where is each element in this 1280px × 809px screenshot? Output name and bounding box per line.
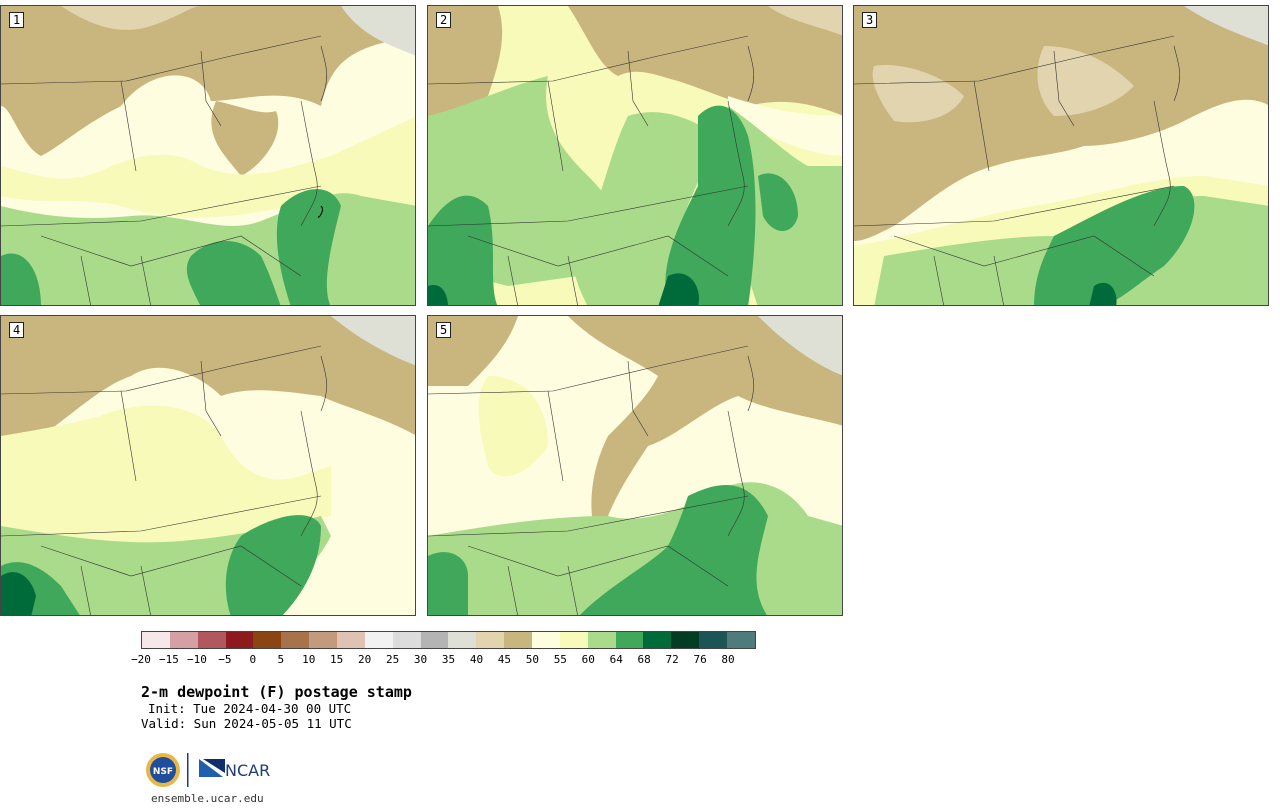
dewpoint-map-3	[854, 6, 1268, 305]
colorbar-tick-label: −15	[159, 653, 179, 666]
nsf-text: NSF	[153, 767, 173, 777]
panel-label: 1	[9, 12, 25, 28]
colorbar-tick-label: 5	[277, 653, 285, 666]
dewpoint-map-2	[428, 6, 842, 305]
colorbar-tick-label: 10	[302, 653, 316, 666]
nsf-ncar-logo: NSF NCAR	[146, 753, 270, 787]
colorbar-swatch	[727, 632, 755, 648]
colorbar	[141, 631, 756, 649]
colorbar-tick-label: 64	[609, 653, 623, 666]
site-url: ensemble.ucar.edu	[151, 792, 264, 805]
colorbar-tick-label: 60	[581, 653, 595, 666]
dewpoint-map-5	[428, 316, 842, 615]
colorbar-tick-label: 45	[497, 653, 512, 666]
colorbar-swatch	[448, 632, 477, 648]
colorbar-tick-label: 40	[469, 653, 484, 666]
ncar-text: NCAR	[225, 761, 270, 780]
colorbar-swatch	[337, 632, 365, 648]
dewpoint-map-1	[1, 6, 415, 305]
colorbar-tick-label: 55	[553, 653, 567, 666]
colorbar-swatch	[671, 632, 700, 648]
colorbar-ticks: −20 −15 −10 −5 0 5 10 15 20 25 30 35 40 45 50 55 60 64 68 7…	[131, 653, 756, 667]
colorbar-swatch	[364, 632, 393, 648]
colorbar-swatch	[225, 632, 254, 648]
colorbar-swatch	[197, 632, 226, 648]
panel-label: 2	[436, 12, 452, 28]
member-panel-2: 2	[427, 5, 843, 306]
colorbar-swatch	[142, 632, 170, 648]
member-panel-4: 4	[0, 315, 416, 616]
colorbar-swatch	[309, 632, 338, 648]
colorbar-tick-label: 15	[330, 653, 344, 666]
colorbar-tick-label: −5	[218, 653, 232, 666]
colorbar-tick-label: 35	[441, 653, 456, 666]
ncar-mark-icon	[199, 759, 223, 777]
panel-label: 4	[9, 322, 25, 338]
panel-label: 5	[436, 322, 452, 338]
colorbar-tick-label: 30	[413, 653, 428, 666]
colorbar-swatch	[281, 632, 310, 648]
colorbar-swatch	[532, 632, 560, 648]
colorbar-tick-label: 68	[637, 653, 651, 666]
colorbar-tick-label: 72	[665, 653, 679, 666]
colorbar-tick-label: 76	[693, 653, 707, 666]
colorbar-swatch	[253, 632, 282, 648]
colorbar-swatch	[392, 632, 421, 648]
colorbar-tick-label: −10	[186, 653, 207, 666]
colorbar-tick-label: 80	[721, 653, 735, 666]
member-panel-1: 1	[0, 5, 416, 306]
colorbar-swatch	[559, 632, 588, 648]
colorbar-tick-label: 20	[358, 653, 372, 666]
colorbar-tick-label: 50	[525, 653, 539, 666]
panel-label: 3	[862, 12, 878, 28]
colorbar-swatch	[615, 632, 644, 648]
colorbar-swatch	[699, 632, 728, 648]
plot-title: 2-m dewpoint (F) postage stamp	[141, 683, 412, 701]
init-time: Init: Tue 2024-04-30 00 UTC	[148, 701, 352, 716]
colorbar-swatch	[420, 632, 449, 648]
colorbar-swatch	[587, 632, 616, 648]
colorbar-swatch	[169, 632, 198, 648]
member-panel-5: 5	[427, 315, 843, 616]
dewpoint-map-4	[1, 316, 415, 615]
valid-time: Valid: Sun 2024-05-05 11 UTC	[141, 716, 352, 731]
colorbar-tick-label: −20	[131, 653, 151, 666]
colorbar-tick-label: 0	[249, 653, 257, 666]
colorbar-tick-label: 25	[385, 653, 400, 666]
colorbar-swatch	[643, 632, 672, 648]
member-panel-3: 3	[853, 5, 1269, 306]
colorbar-swatch	[504, 632, 533, 648]
colorbar-swatch	[476, 632, 505, 648]
